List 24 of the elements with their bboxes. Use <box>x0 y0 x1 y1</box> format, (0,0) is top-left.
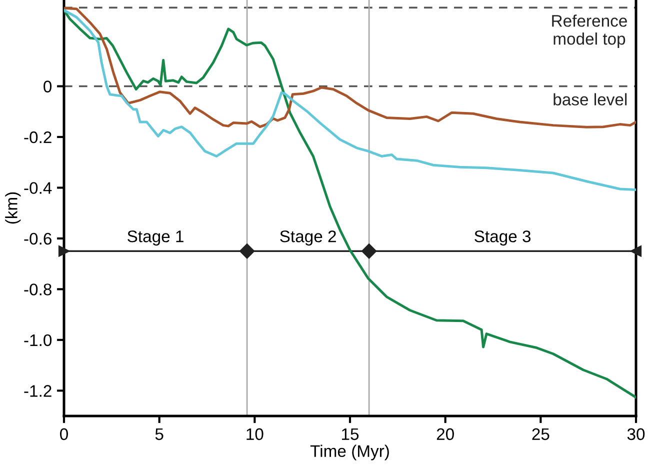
y-tick-label: 0 <box>44 80 52 92</box>
x-tick-label: 5 <box>155 428 164 440</box>
y-axis-title: (km) <box>5 192 21 224</box>
x-tick-label: 30 <box>627 428 645 440</box>
x-tick-label: 25 <box>532 428 550 440</box>
y-tick-label: -1.0 <box>24 334 52 346</box>
x-tick-label: 0 <box>60 428 68 440</box>
x-axis-title: Time (Myr) <box>310 444 389 460</box>
y-tick-label: -0.6 <box>24 232 52 245</box>
ref-line-label: Reference model top <box>552 14 627 48</box>
y-tick-label: -0.4 <box>24 182 52 194</box>
line-series <box>64 8 636 191</box>
ref-line-label: base level <box>554 93 627 106</box>
y-tick-label: -1.2 <box>24 385 52 397</box>
y-tick-label: -0.2 <box>24 131 52 144</box>
x-tick-label: 15 <box>342 428 359 440</box>
annotation: Stage 2 <box>280 230 336 246</box>
line-series <box>64 8 636 398</box>
x-tick-label: 10 <box>246 428 264 440</box>
x-tick-label: 20 <box>436 428 454 440</box>
line-series <box>64 6 636 128</box>
annotation: Stage 3 <box>474 230 531 246</box>
y-tick-label: -0.8 <box>24 284 52 296</box>
annotation: Stage 1 <box>128 230 184 246</box>
